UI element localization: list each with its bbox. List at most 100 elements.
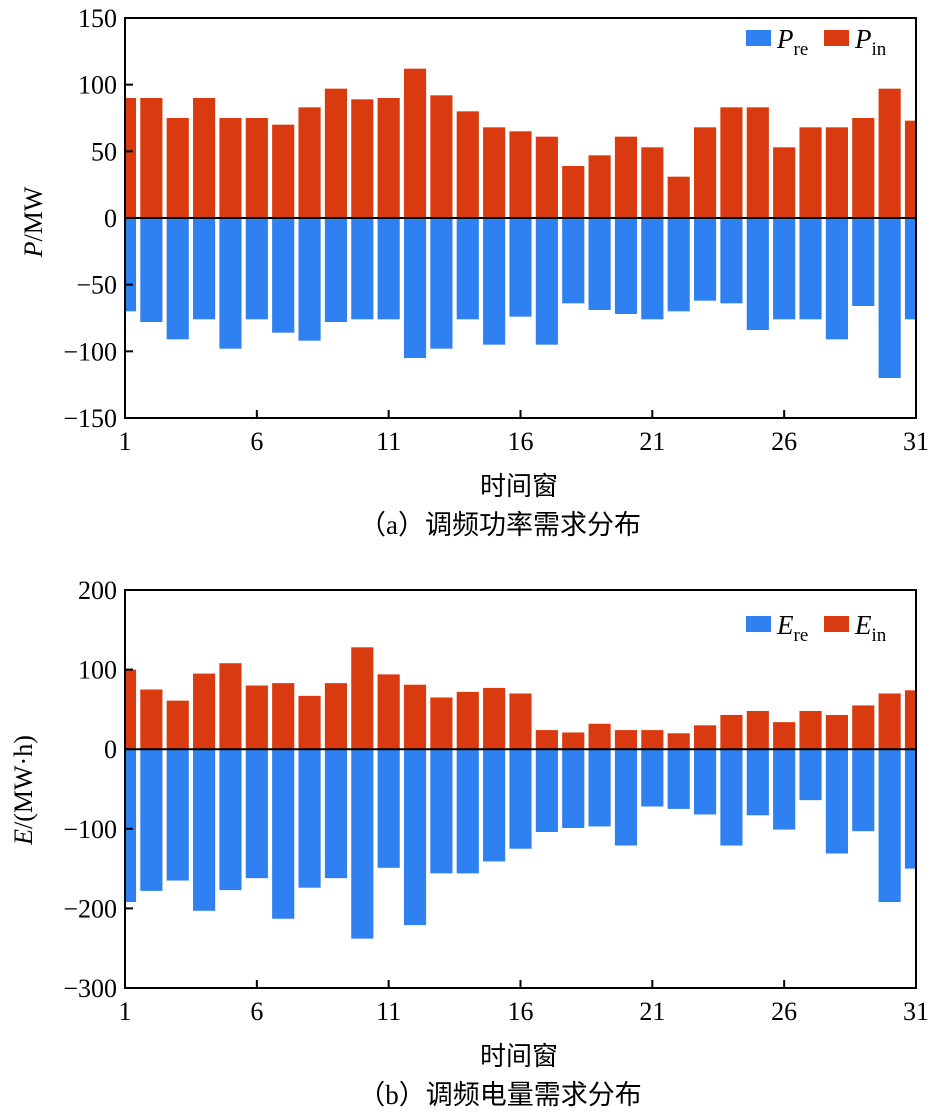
- energy-bar-e-in-1: [125, 669, 137, 750]
- power-bar-p-in-16: [509, 131, 532, 218]
- power-bar-p-in-23: [693, 127, 717, 218]
- energy-bar-e-in-23: [693, 725, 717, 750]
- energy-legend-label-in: Ein: [854, 610, 887, 646]
- energy-bar-e-re-3: [166, 749, 189, 881]
- energy-bar-e-in-19: [588, 723, 611, 750]
- power-y-tick-label: 50: [91, 137, 117, 166]
- energy-x-tick-label: 26: [771, 997, 797, 1026]
- energy-x-tick-label: 16: [508, 997, 534, 1026]
- power-x-tick-label: 21: [639, 427, 665, 456]
- power-bar-p-re-11: [377, 218, 400, 320]
- power-x-tick-label: 6: [250, 427, 263, 456]
- energy-bar-e-re-1: [125, 749, 137, 903]
- energy-bar-e-in-29: [852, 705, 875, 750]
- energy-bar-e-in-4: [193, 673, 216, 750]
- power-bar-p-in-15: [483, 127, 506, 218]
- power-bar-p-in-9: [324, 88, 348, 218]
- power-bar-p-re-15: [483, 218, 506, 345]
- power-bar-p-re-1: [125, 218, 137, 312]
- power-y-tick-label: −150: [63, 404, 117, 433]
- power-bar-p-re-28: [825, 218, 848, 340]
- power-x-tick-label: 31: [903, 427, 929, 456]
- power-y-axis-unit: /MW: [19, 186, 48, 241]
- energy-bar-e-re-30: [878, 749, 901, 903]
- power-x-tick-label: 26: [771, 427, 797, 456]
- power-bar-p-re-16: [509, 218, 532, 317]
- power-bar-p-in-29: [852, 118, 875, 218]
- power-bar-p-in-5: [219, 118, 242, 218]
- power-bar-p-in-7: [272, 124, 295, 218]
- energy-legend-label-re: Ere: [776, 610, 808, 646]
- energy-bar-e-re-7: [272, 749, 295, 919]
- power-bar-p-re-19: [588, 218, 611, 310]
- power-bar-p-re-14: [456, 218, 479, 320]
- power-bar-p-re-9: [324, 218, 348, 322]
- energy-bar-e-re-20: [614, 749, 638, 846]
- energy-bar-e-in-11: [377, 674, 400, 750]
- power-legend-swatch-in: [824, 30, 849, 46]
- energy-bar-e-re-10: [351, 749, 374, 939]
- power-bar-p-in-2: [140, 98, 163, 218]
- power-bar-p-re-6: [245, 218, 268, 320]
- power-bar-p-in-14: [456, 111, 479, 218]
- power-bar-p-in-25: [746, 107, 769, 218]
- energy-bar-e-re-17: [535, 749, 558, 832]
- power-legend-label-in: Pin: [854, 24, 887, 60]
- power-bar-p-in-6: [245, 118, 268, 218]
- power-x-tick-label: 11: [376, 427, 401, 456]
- energy-bar-e-re-31: [904, 749, 916, 869]
- energy-bar-e-re-29: [852, 749, 875, 832]
- power-bar-p-re-22: [667, 218, 690, 312]
- power-legend: Pre Pin: [746, 24, 887, 60]
- power-bar-p-in-12: [403, 68, 427, 218]
- power-bar-p-re-3: [166, 218, 189, 340]
- energy-bar-e-in-16: [509, 693, 532, 750]
- energy-bar-e-re-12: [403, 749, 427, 926]
- power-bar-p-in-11: [377, 98, 400, 218]
- energy-bar-e-in-13: [430, 697, 453, 750]
- energy-bar-e-in-9: [324, 683, 348, 750]
- power-bar-p-in-8: [298, 107, 321, 218]
- energy-legend-swatch-re: [746, 616, 771, 632]
- power-bar-p-re-29: [852, 218, 875, 306]
- energy-bar-e-in-30: [878, 693, 901, 750]
- energy-bar-e-re-11: [377, 749, 400, 868]
- energy-bar-e-in-17: [535, 730, 558, 750]
- power-bar-p-in-28: [825, 127, 848, 218]
- energy-bar-e-in-3: [166, 700, 189, 750]
- power-bar-p-in-27: [799, 127, 822, 218]
- energy-bar-e-in-25: [746, 710, 769, 750]
- energy-bar-e-in-14: [456, 691, 479, 750]
- power-bar-p-in-18: [562, 166, 585, 218]
- energy-bar-e-re-21: [641, 749, 664, 807]
- energy-bar-e-re-26: [773, 749, 796, 830]
- energy-y-tick-label: 0: [104, 735, 117, 764]
- energy-bar-e-in-8: [298, 695, 321, 750]
- power-bar-p-re-21: [641, 218, 664, 320]
- power-bar-p-re-2: [140, 218, 163, 322]
- power-y-axis-label: P/MW: [19, 186, 48, 258]
- power-bar-p-in-31: [904, 120, 916, 218]
- power-bar-p-re-13: [430, 218, 453, 349]
- energy-bar-e-in-12: [403, 684, 427, 750]
- energy-bar-e-re-2: [140, 749, 163, 891]
- energy-bar-e-re-24: [720, 749, 743, 846]
- energy-bar-e-in-5: [219, 663, 242, 750]
- energy-bar-e-in-10: [351, 647, 374, 750]
- power-bar-p-re-18: [562, 218, 585, 304]
- energy-bar-e-re-19: [588, 749, 611, 827]
- energy-y-axis-unit: /(MW·h): [9, 735, 38, 829]
- energy-chart-caption: （b）调频电量需求分布: [358, 1080, 642, 1110]
- power-bar-p-in-21: [641, 147, 664, 218]
- energy-bar-e-re-5: [219, 749, 242, 891]
- energy-bar-e-in-6: [245, 685, 268, 750]
- power-y-tick-label: 100: [78, 71, 117, 100]
- energy-bar-e-re-25: [746, 749, 769, 816]
- power-bar-p-re-27: [799, 218, 822, 320]
- power-bar-p-re-10: [351, 218, 374, 320]
- power-y-tick-label: 0: [104, 204, 117, 233]
- power-x-axis-label: 时间窗: [480, 472, 558, 501]
